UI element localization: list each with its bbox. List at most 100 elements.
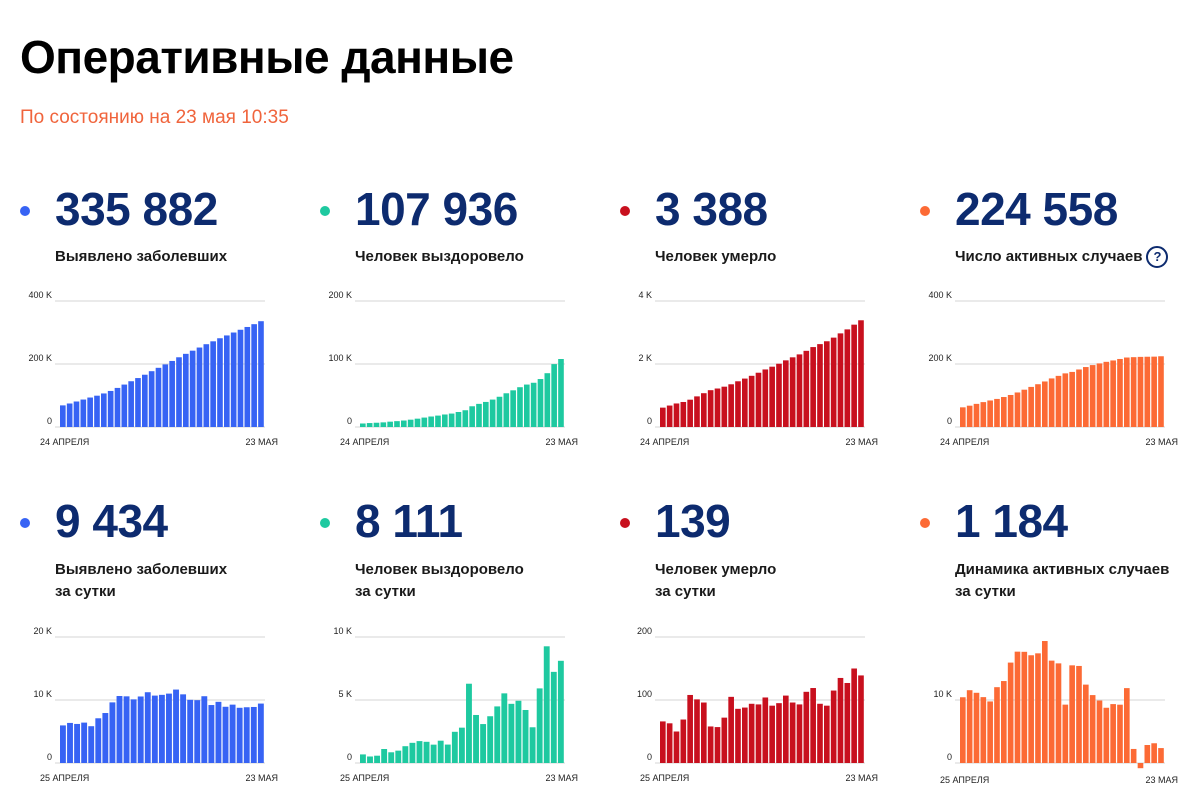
- stat-card: 224 558 Число активных случаев? 0 200 K 400 …: [920, 180, 1200, 500]
- bar: [496, 396, 503, 427]
- bar: [522, 709, 529, 763]
- bar: [529, 727, 536, 763]
- y-tick-label: 10 K: [333, 626, 352, 636]
- bar: [395, 750, 402, 763]
- stat-value: 1 184: [955, 495, 1068, 547]
- bar: [776, 703, 782, 763]
- bar: [687, 694, 693, 763]
- bar: [189, 350, 196, 427]
- bar: [151, 695, 158, 763]
- bar: [1048, 378, 1055, 427]
- bar: [388, 752, 395, 763]
- bar: [250, 706, 257, 763]
- bar: [169, 360, 175, 427]
- bar: [742, 707, 748, 763]
- bar: [844, 682, 851, 763]
- bar: [1103, 707, 1110, 763]
- bar: [1103, 361, 1110, 427]
- bar: [224, 335, 230, 427]
- stat-card: 8 111 Человек выздоровело за сутки 0 5 K 10 K…: [320, 492, 620, 812]
- bar: [769, 705, 775, 763]
- stat-label-line: Число активных случаев?: [955, 246, 1169, 269]
- bar: [510, 390, 516, 427]
- bar: [728, 384, 734, 427]
- bar: [1035, 384, 1041, 427]
- series-color-dot: [920, 518, 930, 528]
- bar: [158, 694, 165, 763]
- bar: [557, 660, 564, 763]
- help-icon[interactable]: ?: [1146, 246, 1169, 269]
- bar: [503, 393, 510, 427]
- bar: [748, 703, 755, 763]
- bar: [1076, 369, 1082, 427]
- bar: [123, 696, 130, 763]
- bar: [994, 398, 1000, 427]
- bar: [1117, 358, 1123, 427]
- bar: [810, 347, 816, 427]
- bar: [837, 677, 844, 763]
- stat-card: 3 388 Человек умерло 0 2 K 4 K 24 АПРЕЛЯ 23 МА…: [620, 180, 920, 500]
- bar: [1007, 662, 1014, 763]
- bar: [210, 341, 216, 427]
- series-color-dot: [620, 206, 630, 216]
- bar: [387, 421, 393, 427]
- series-color-dot: [620, 518, 630, 528]
- bar: [817, 703, 823, 763]
- bar: [409, 742, 416, 763]
- y-tick-label: 0: [47, 416, 52, 426]
- x-tick-label: 23 МАЯ: [245, 437, 278, 447]
- bar: [229, 704, 236, 763]
- bar: [550, 671, 557, 763]
- bar: [462, 410, 469, 427]
- bar: [966, 690, 973, 763]
- stat-label: Человек умерло: [655, 246, 776, 268]
- y-tick-label: 10 K: [933, 689, 952, 699]
- x-tick-label: 24 АПРЕЛЯ: [940, 437, 989, 447]
- bar: [258, 321, 264, 427]
- bar: [137, 696, 144, 763]
- bar: [102, 713, 109, 763]
- stat-value: 9 434: [55, 495, 168, 547]
- bar: [414, 418, 421, 427]
- bar: [803, 350, 810, 427]
- bar: [60, 405, 66, 427]
- y-tick-label: 10 K: [33, 689, 52, 699]
- bar: [973, 692, 980, 763]
- series-color-dot: [320, 206, 330, 216]
- bar: [1014, 651, 1021, 763]
- stat-label: Динамика активных случаев за сутки: [955, 559, 1169, 603]
- y-tick-label: 200: [637, 626, 652, 636]
- bar: [536, 688, 543, 763]
- x-tick-label: 25 АПРЕЛЯ: [640, 773, 689, 783]
- series-color-dot: [20, 518, 30, 528]
- stat-label-line: за сутки: [955, 583, 1016, 600]
- bar: [824, 705, 830, 763]
- bar: [544, 373, 551, 427]
- bar: [1048, 660, 1055, 764]
- x-tick-label: 24 АПРЕЛЯ: [640, 437, 689, 447]
- y-tick-label: 0: [647, 752, 652, 762]
- x-tick-label: 23 МАЯ: [1145, 437, 1178, 447]
- bar: [769, 366, 775, 427]
- bar: [489, 399, 496, 427]
- x-tick-label: 24 АПРЕЛЯ: [340, 437, 389, 447]
- stat-card: 335 882 Выявлено заболевших 0 200 K 400 K 24 …: [20, 180, 320, 500]
- bar-chart: 0 10 K 25 АПРЕЛЯ 23 МАЯ: [933, 641, 1178, 785]
- bar: [973, 403, 980, 427]
- bar: [66, 403, 73, 427]
- bar: [824, 341, 830, 427]
- bar: [128, 381, 134, 427]
- bar: [1130, 748, 1137, 763]
- bar: [987, 400, 993, 427]
- bar: [360, 754, 366, 763]
- bar: [73, 401, 80, 427]
- bar: [114, 387, 121, 427]
- bar: [1158, 748, 1164, 763]
- bar: [980, 697, 987, 763]
- bar: [215, 701, 222, 763]
- bar: [176, 357, 182, 427]
- bar-chart: 0 100 200 25 АПРЕЛЯ 23 МАЯ: [637, 626, 878, 783]
- y-tick-label: 0: [47, 752, 52, 762]
- bar: [735, 708, 741, 763]
- bar: [735, 381, 741, 427]
